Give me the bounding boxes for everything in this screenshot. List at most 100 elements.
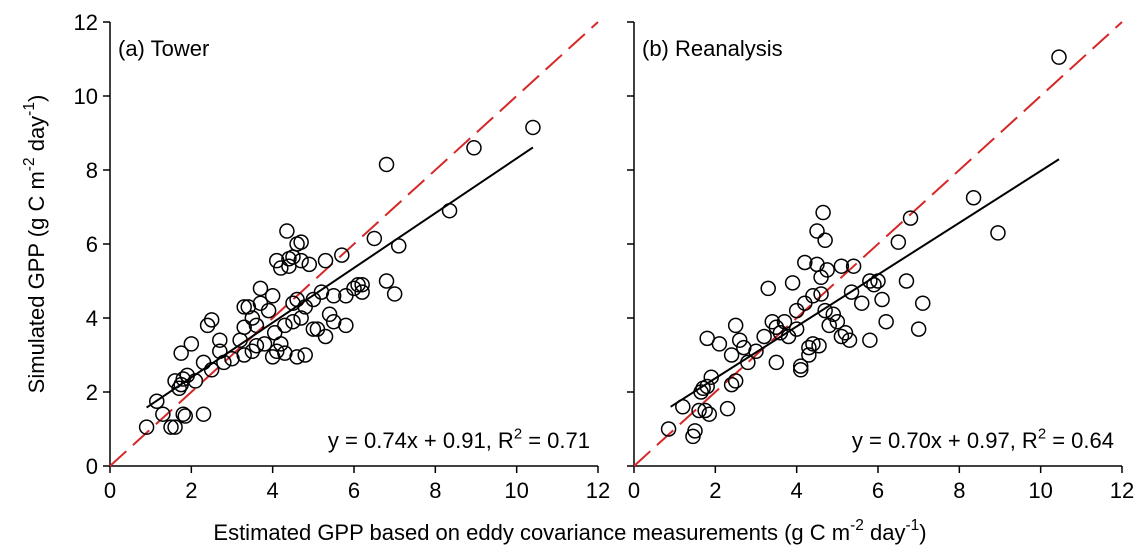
x-tick-label: 8: [953, 478, 965, 503]
point: [183, 336, 200, 352]
y-tick-label: 0: [86, 454, 98, 479]
point: [285, 313, 301, 330]
superscript: -2: [850, 517, 864, 534]
point: [171, 380, 187, 397]
point: [805, 336, 821, 352]
point: [260, 302, 277, 319]
equation: y = 0.74x + 0.91, R2 = 0.71: [328, 426, 590, 453]
text-part: day: [24, 116, 49, 158]
point: [890, 234, 907, 250]
point: [273, 260, 289, 276]
point: [277, 317, 293, 334]
x-tick-label: 2: [709, 478, 721, 503]
point: [687, 423, 703, 439]
point: [990, 225, 1006, 241]
point: [833, 258, 850, 274]
point: [338, 317, 354, 334]
point: [173, 345, 189, 361]
point: [264, 288, 281, 304]
point: [297, 347, 313, 363]
point: [175, 406, 191, 422]
point: [699, 378, 715, 395]
text-part: Estimated GPP based on eddy covariance m…: [213, 520, 850, 545]
y-tick-label: 4: [86, 306, 98, 331]
point: [293, 234, 309, 250]
superscript: -2: [21, 157, 38, 171]
x-tick-label: 2: [185, 478, 197, 503]
point: [862, 273, 878, 289]
point: [776, 313, 793, 330]
point: [660, 421, 677, 437]
point: [236, 299, 252, 315]
point: [236, 319, 252, 335]
point: [697, 402, 713, 419]
text-part: = 0.71: [522, 428, 590, 453]
point: [195, 354, 212, 371]
point: [833, 328, 850, 345]
point: [727, 317, 744, 334]
point: [244, 310, 261, 326]
x-tick-label: 10: [504, 478, 528, 503]
point: [334, 247, 350, 263]
x-tick-label: 4: [267, 478, 279, 503]
fit-line: [670, 158, 1060, 408]
point: [256, 336, 273, 352]
point: [289, 349, 305, 365]
point: [788, 302, 805, 319]
point: [273, 336, 289, 352]
point: [768, 354, 785, 371]
point: [760, 280, 776, 297]
text-part: y = 0.74x + 0.91, R: [328, 428, 514, 453]
y-tick-label: 6: [86, 232, 98, 257]
point: [268, 343, 285, 360]
point: [293, 252, 309, 269]
point: [815, 204, 831, 221]
point: [325, 288, 342, 304]
text-part: ): [24, 95, 49, 102]
x-tick-label: 4: [791, 478, 803, 503]
point: [466, 140, 482, 156]
point: [819, 262, 835, 278]
y-tick-label: 8: [86, 158, 98, 183]
point: [878, 313, 894, 330]
x-axis-label: Estimated GPP based on eddy covariance m…: [213, 517, 926, 545]
point: [748, 343, 764, 360]
point: [914, 295, 931, 311]
point: [701, 406, 717, 422]
point: [817, 232, 833, 249]
point: [350, 276, 366, 293]
point: [378, 273, 395, 289]
point: [317, 328, 334, 345]
point: [784, 275, 801, 291]
point: [366, 230, 383, 247]
point: [870, 273, 886, 289]
point: [801, 339, 817, 356]
point: [236, 347, 252, 363]
point: [874, 291, 890, 308]
point: [809, 223, 825, 239]
point: [756, 328, 772, 345]
point: [797, 254, 813, 271]
point: [378, 156, 395, 173]
text-part: day: [864, 520, 906, 545]
point: [862, 332, 878, 348]
x-tick-label: 0: [628, 478, 640, 503]
point: [248, 317, 265, 334]
x-tick-label: 12: [1110, 478, 1134, 503]
point: [525, 119, 541, 136]
point: [801, 347, 817, 363]
point: [898, 273, 915, 289]
x-tick-label: 12: [586, 478, 610, 503]
y-tick-label: 10: [74, 84, 98, 109]
point: [195, 406, 212, 422]
identity-line: [109, 21, 599, 467]
text-part: = 0.64: [1046, 428, 1114, 453]
point: [821, 317, 837, 334]
equation: y = 0.70x + 0.97, R2 = 0.64: [852, 426, 1114, 453]
fit-line: [146, 146, 534, 409]
point: [837, 325, 854, 341]
point: [792, 362, 809, 378]
superscript: 2: [1038, 426, 1046, 442]
superscript: -1: [905, 517, 919, 534]
point: [727, 373, 744, 389]
